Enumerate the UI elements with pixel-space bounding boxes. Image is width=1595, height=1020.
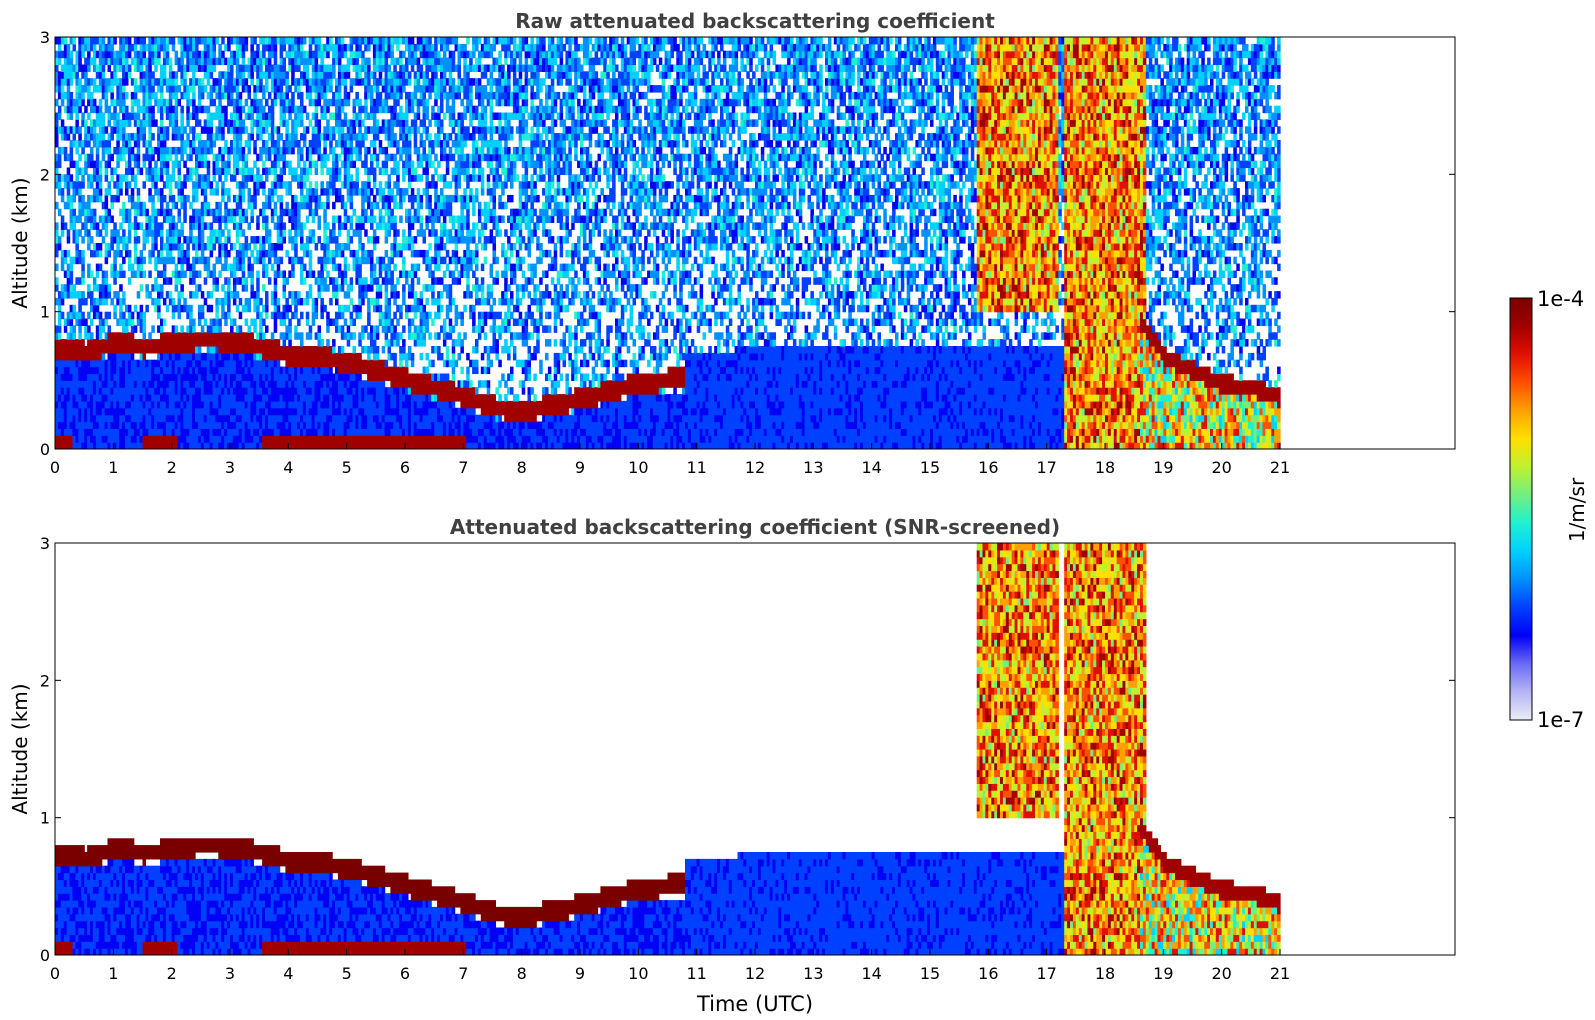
raw-heatmap xyxy=(55,37,1281,449)
x-tick-label: 19 xyxy=(1153,458,1173,477)
y-tick-label: 2 xyxy=(40,671,50,690)
x-tick-label: 19 xyxy=(1153,964,1173,983)
x-tick-label: 20 xyxy=(1211,964,1231,983)
y-tick-label: 1 xyxy=(40,303,50,322)
x-tick-label: 2 xyxy=(167,458,177,477)
x-tick-label: 4 xyxy=(283,458,293,477)
x-tick-label: 8 xyxy=(517,458,527,477)
colorbar: 1e-4 1e-7 1/m/sr xyxy=(1509,287,1589,732)
y-tick-label: 2 xyxy=(40,165,50,184)
x-tick-label: 3 xyxy=(225,458,235,477)
screened-heatmap xyxy=(55,543,1281,955)
x-tick-label: 1 xyxy=(108,964,118,983)
x-tick-label: 13 xyxy=(803,964,823,983)
y-tick-label: 3 xyxy=(40,28,50,47)
x-tick-label: 12 xyxy=(745,458,765,477)
screened-backscatter-panel: Attenuated backscattering coefficient (S… xyxy=(8,515,1456,1016)
x-tick-label: 21 xyxy=(1270,458,1290,477)
x-tick-label: 8 xyxy=(517,964,527,983)
x-tick-label: 9 xyxy=(575,964,585,983)
x-tick-label: 0 xyxy=(50,458,60,477)
screened-y-axis-label: Altitude (km) xyxy=(8,683,32,814)
x-tick-label: 15 xyxy=(920,458,940,477)
x-tick-label: 14 xyxy=(861,458,881,477)
x-tick-label: 18 xyxy=(1095,458,1115,477)
colorbar-units-label: 1/m/sr xyxy=(1565,477,1589,542)
x-tick-label: 7 xyxy=(458,458,468,477)
x-tick-label: 11 xyxy=(686,458,706,477)
colorbar-min-label: 1e-7 xyxy=(1537,708,1584,732)
x-tick-label: 10 xyxy=(628,964,648,983)
x-tick-label: 16 xyxy=(978,964,998,983)
raw-backscatter-panel: Raw attenuated backscattering coefficien… xyxy=(8,9,1456,477)
x-tick-label: 6 xyxy=(400,964,410,983)
x-tick-label: 14 xyxy=(861,964,881,983)
x-tick-label: 4 xyxy=(283,964,293,983)
x-tick-label: 12 xyxy=(745,964,765,983)
x-tick-label: 2 xyxy=(167,964,177,983)
x-tick-label: 5 xyxy=(342,458,352,477)
x-tick-label: 10 xyxy=(628,458,648,477)
raw-y-axis-label: Altitude (km) xyxy=(8,177,32,308)
screened-panel-title: Attenuated backscattering coefficient (S… xyxy=(450,515,1060,539)
colorbar-ramp xyxy=(1509,297,1533,721)
x-tick-label: 21 xyxy=(1270,964,1290,983)
x-tick-label: 9 xyxy=(575,458,585,477)
x-tick-label: 17 xyxy=(1036,964,1056,983)
x-tick-label: 1 xyxy=(108,458,118,477)
x-axis-label: Time (UTC) xyxy=(696,992,813,1016)
x-tick-label: 7 xyxy=(458,964,468,983)
y-tick-label: 3 xyxy=(40,534,50,553)
y-tick-label: 1 xyxy=(40,809,50,828)
y-tick-label: 0 xyxy=(40,440,50,459)
x-tick-label: 3 xyxy=(225,964,235,983)
x-tick-label: 6 xyxy=(400,458,410,477)
x-tick-label: 16 xyxy=(978,458,998,477)
x-tick-label: 13 xyxy=(803,458,823,477)
x-tick-label: 20 xyxy=(1211,458,1231,477)
x-tick-label: 17 xyxy=(1036,458,1056,477)
x-tick-label: 5 xyxy=(342,964,352,983)
x-tick-label: 0 xyxy=(50,964,60,983)
x-tick-label: 18 xyxy=(1095,964,1115,983)
x-tick-label: 15 xyxy=(920,964,940,983)
x-tick-label: 11 xyxy=(686,964,706,983)
colorbar-max-label: 1e-4 xyxy=(1537,287,1584,311)
y-tick-label: 0 xyxy=(40,946,50,965)
raw-panel-title: Raw attenuated backscattering coefficien… xyxy=(515,9,995,33)
